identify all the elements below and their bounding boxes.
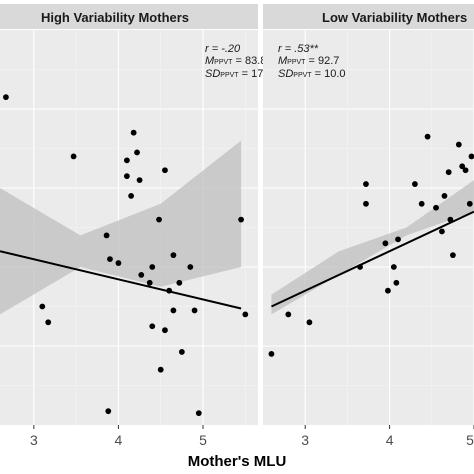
confidence-band — [271, 180, 474, 315]
data-point — [242, 311, 249, 318]
data-point — [123, 173, 130, 180]
data-point — [191, 307, 198, 314]
data-point — [149, 264, 156, 270]
stat-sd-label: SD — [205, 68, 220, 80]
x-tick-label: 5 — [199, 432, 207, 448]
data-point — [466, 200, 473, 207]
stat-sd: SDPPVT = 10.0 — [278, 68, 346, 80]
data-point — [146, 279, 153, 286]
data-point — [3, 94, 9, 101]
gridlines — [263, 30, 474, 425]
data-point — [433, 204, 439, 211]
x-tick-label: 4 — [115, 432, 123, 448]
data-point — [363, 200, 369, 207]
data-point — [170, 307, 177, 314]
stat-mean: MPPVT = 83.8 — [205, 55, 266, 67]
data-point — [268, 351, 275, 357]
data-point — [178, 349, 185, 355]
stat-sd-value: = 10.0 — [312, 68, 346, 80]
confidence-band-area — [0, 140, 242, 315]
panel-high-variability: High Variability Mothers r = -.20 MPPVT … — [0, 4, 273, 448]
data-point — [418, 200, 425, 207]
data-point — [136, 177, 143, 184]
stat-mean-value: = 92.7 — [305, 55, 339, 67]
stat-r: r = .53** — [278, 43, 319, 55]
panel-low-variability: Low Variability Mothers r = .53** MPPVT … — [263, 4, 474, 448]
regression-line — [0, 250, 242, 310]
x-axis-ticks: 3 4 5 — [301, 425, 474, 448]
data-point — [187, 264, 194, 270]
data-point — [138, 272, 145, 278]
stat-mean-value: = 83.8 — [232, 55, 266, 67]
data-point — [195, 410, 202, 417]
stat-r-text: r = .53** — [278, 43, 319, 55]
data-point — [156, 216, 162, 223]
regression-line-path — [271, 210, 474, 308]
stat-sd: SDPPVT = 17.6 — [205, 68, 273, 80]
data-point — [238, 216, 244, 223]
x-axis-ticks: 3 4 5 — [30, 425, 207, 448]
data-point — [115, 260, 122, 266]
data-point — [363, 181, 369, 187]
stat-mean-label: M — [205, 55, 215, 67]
data-point — [468, 153, 474, 160]
stat-mean-subscript: PPVT — [287, 59, 306, 66]
data-point — [128, 193, 135, 199]
confidence-band — [0, 140, 242, 315]
data-point — [134, 149, 140, 156]
regression-line-path — [0, 250, 242, 310]
data-point — [455, 141, 462, 148]
strip-background — [0, 4, 258, 29]
confidence-band-area — [271, 180, 474, 315]
data-point — [393, 279, 400, 286]
x-tick-label: 3 — [30, 432, 38, 448]
data-point — [176, 279, 183, 286]
data-point — [162, 167, 168, 174]
stat-mean-label: M — [278, 55, 288, 67]
data-point — [462, 167, 469, 174]
data-point — [107, 256, 113, 262]
data-point — [123, 157, 130, 164]
x-axis-title: Mother's MLU — [188, 453, 287, 470]
data-point — [459, 163, 466, 170]
stat-mean-subscript: PPVT — [214, 59, 233, 66]
stat-r-text: r = -.20 — [205, 43, 241, 55]
data-point — [45, 319, 52, 326]
panel-title: High Variability Mothers — [41, 10, 189, 25]
data-point — [424, 133, 431, 140]
data-point — [412, 181, 418, 187]
stat-sd-subscript: PPVT — [293, 72, 312, 79]
stat-mean: MPPVT = 92.7 — [278, 55, 339, 67]
data-point — [130, 129, 137, 136]
data-point — [103, 232, 110, 239]
data-point — [39, 303, 46, 310]
stat-sd-subscript: PPVT — [220, 72, 239, 79]
regression-line — [271, 210, 474, 308]
stat-r: r = -.20 — [205, 43, 241, 55]
data-point — [450, 252, 456, 259]
data-point — [385, 287, 391, 294]
data-point — [149, 323, 156, 330]
data-point — [285, 311, 292, 318]
data-point — [105, 408, 112, 415]
data-points — [268, 133, 474, 357]
stat-sd-label: SD — [278, 68, 293, 80]
data-point — [439, 228, 445, 235]
panel-title: Low Variability Mothers — [322, 10, 467, 25]
data-point — [70, 153, 77, 160]
data-point — [382, 240, 389, 247]
strip-background — [263, 4, 474, 29]
data-point — [306, 319, 313, 326]
x-tick-label: 5 — [466, 432, 474, 448]
data-point — [162, 327, 168, 334]
data-point — [395, 236, 401, 243]
data-point — [445, 169, 452, 176]
data-point — [441, 193, 448, 199]
data-point — [157, 366, 164, 373]
x-tick-label: 3 — [301, 432, 309, 448]
x-tick-label: 4 — [386, 432, 394, 448]
data-point — [170, 252, 177, 259]
data-point — [390, 264, 397, 270]
